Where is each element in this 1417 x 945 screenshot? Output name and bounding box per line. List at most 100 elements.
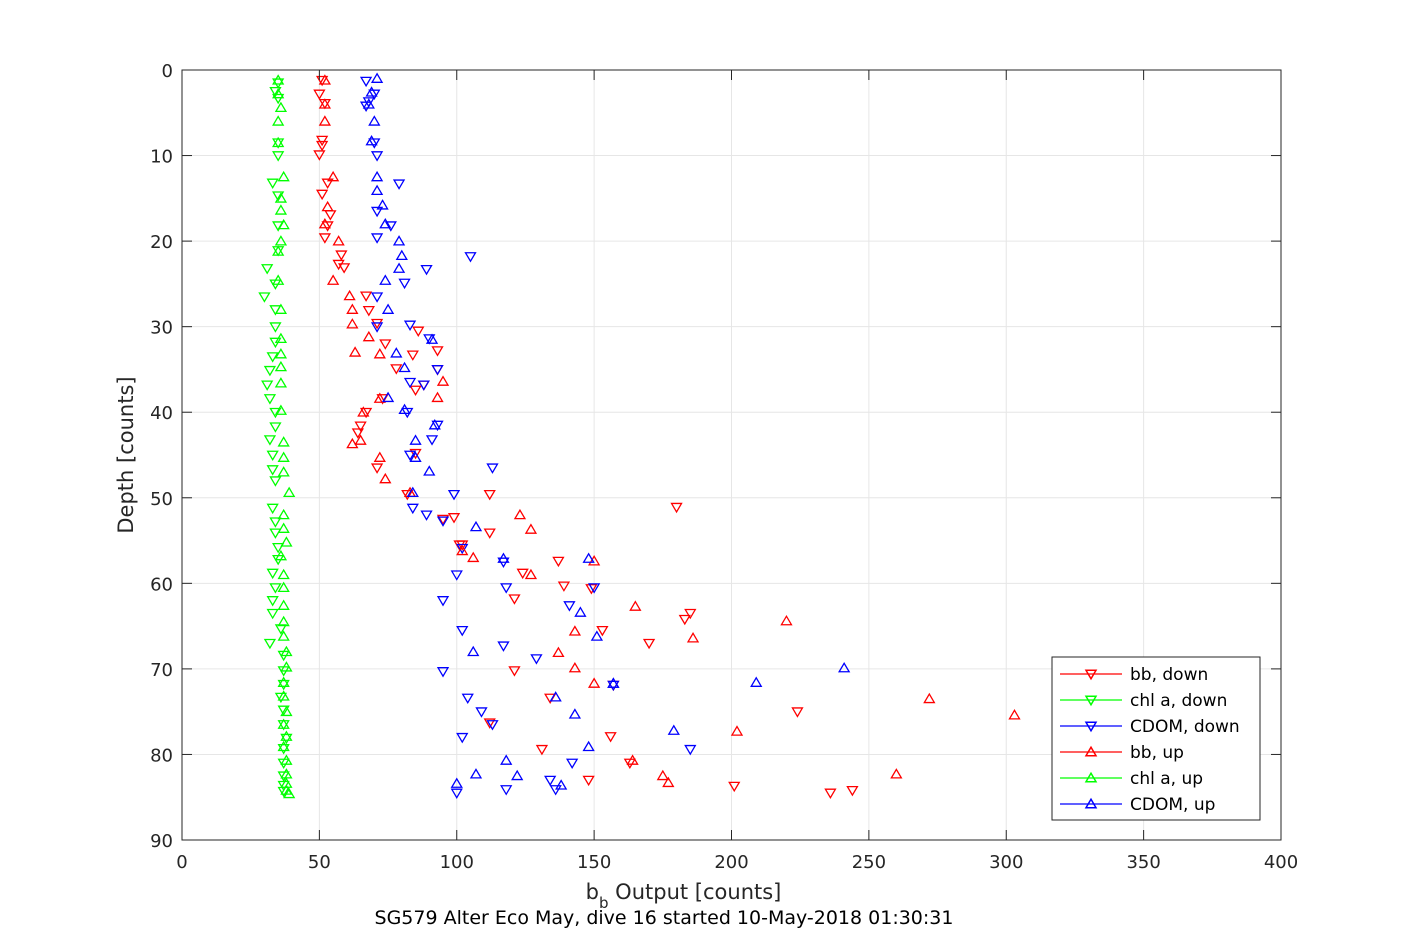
data-point: [447, 513, 461, 524]
data-point: [277, 522, 290, 533]
data-point: [272, 543, 285, 554]
legend-label: CDOM, down: [1130, 717, 1240, 737]
data-point: [318, 217, 332, 229]
data-point: [326, 274, 340, 285]
data-point: [483, 528, 496, 539]
data-point: [280, 645, 293, 657]
data-point: [662, 776, 675, 788]
data-point: [596, 625, 609, 637]
data-point: [552, 646, 565, 658]
data-point: [321, 178, 334, 189]
data-point: [258, 292, 271, 303]
legend-label: bb, up: [1130, 743, 1184, 763]
data-point: [392, 179, 406, 190]
legend-label: chl a, down: [1130, 691, 1227, 711]
data-point: [318, 98, 332, 109]
data-point: [272, 136, 285, 148]
data-point: [730, 725, 744, 736]
data-series: [258, 72, 1021, 799]
data-point: [359, 291, 373, 302]
data-point: [398, 278, 411, 290]
data-point: [373, 348, 386, 359]
data-point: [450, 777, 463, 788]
data-point: [417, 380, 430, 391]
data-point: [368, 138, 381, 149]
data-point: [362, 330, 375, 342]
data-point: [750, 676, 763, 687]
data-point: [469, 520, 483, 532]
data-point: [277, 218, 290, 230]
data-point: [313, 89, 326, 100]
data-point: [379, 217, 392, 229]
data-point: [370, 292, 384, 303]
y-tick-label: 10: [150, 147, 173, 168]
data-point: [395, 249, 408, 261]
data-point: [266, 178, 279, 189]
y-tick-label: 40: [150, 403, 173, 424]
data-point: [272, 191, 285, 202]
data-point: [670, 502, 683, 514]
data-point: [469, 768, 483, 779]
data-point: [384, 221, 397, 232]
data-point: [346, 303, 359, 314]
data-point: [456, 732, 469, 744]
data-point: [563, 601, 576, 612]
data-point: [277, 508, 290, 520]
legend-marker: [1084, 771, 1098, 783]
data-point: [370, 233, 384, 244]
data-point: [315, 75, 329, 87]
data-point: [456, 625, 469, 637]
data-point: [277, 568, 290, 580]
data-point: [590, 630, 604, 641]
data-point: [500, 583, 513, 594]
data-point: [274, 332, 288, 344]
x-tick-label: 350: [1126, 852, 1160, 873]
data-point: [483, 718, 496, 729]
data-point: [274, 192, 288, 203]
data-point: [373, 392, 386, 403]
data-point: [923, 692, 936, 704]
legend-label: CDOM, up: [1130, 795, 1215, 815]
data-point: [274, 377, 288, 388]
data-point: [354, 434, 367, 445]
data-point: [373, 451, 386, 462]
data-point: [587, 677, 601, 688]
data-point: [420, 264, 433, 276]
data-point: [824, 788, 837, 799]
x-tick-label: 0: [176, 852, 187, 873]
data-point: [277, 170, 290, 182]
data-point: [398, 403, 411, 415]
series-cdom-up: [362, 72, 851, 790]
data-point: [475, 707, 488, 718]
data-point: [450, 570, 463, 581]
data-point: [409, 434, 422, 445]
data-point: [269, 422, 282, 433]
data-point: [277, 690, 290, 701]
data-point: [283, 787, 296, 799]
data-point: [428, 419, 441, 430]
data-point: [332, 235, 345, 246]
y-tick-label: 70: [150, 660, 173, 681]
data-point: [277, 705, 290, 716]
x-tick-label: 200: [714, 852, 748, 873]
data-point: [456, 544, 469, 556]
data-point: [368, 115, 381, 126]
data-point: [370, 170, 384, 182]
data-point: [464, 252, 477, 263]
y-tick-label: 30: [150, 318, 173, 339]
data-point: [376, 199, 389, 210]
series-chl-a-up: [272, 74, 296, 799]
y-axis-label: Depth [counts]: [114, 376, 138, 533]
data-point: [486, 463, 499, 474]
data-point: [266, 352, 279, 363]
data-point: [272, 245, 285, 256]
data-point: [423, 465, 436, 476]
legend-marker: [1084, 669, 1098, 681]
x-tick-label: 250: [852, 852, 886, 873]
data-point: [678, 614, 691, 626]
data-point: [277, 466, 290, 477]
data-point: [513, 508, 527, 520]
data-point: [272, 151, 285, 162]
data-point: [486, 720, 499, 731]
data-point: [321, 221, 334, 232]
